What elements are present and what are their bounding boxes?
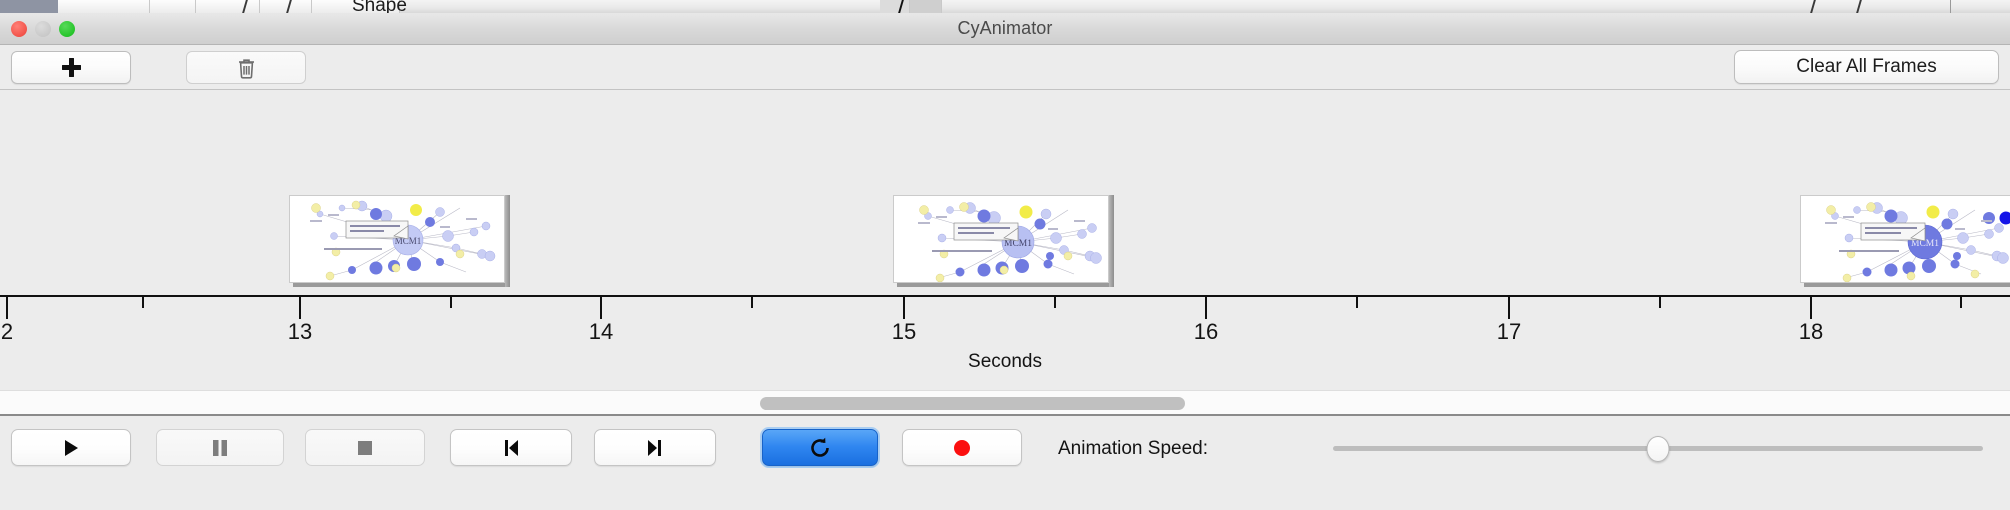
background-window-segment	[58, 0, 150, 13]
window-controls	[11, 21, 75, 37]
keyframe-thumbnail[interactable]: MCM1	[289, 195, 510, 287]
background-window-segment	[260, 0, 312, 13]
pause-icon	[213, 439, 227, 456]
maximize-window-button[interactable]	[59, 21, 75, 37]
close-window-button[interactable]	[11, 21, 27, 37]
axis-tick-label: 16	[1193, 319, 1219, 344]
pause-button[interactable]	[156, 429, 284, 466]
axis-tick-label: 14	[588, 319, 614, 344]
minimize-window-button[interactable]	[35, 21, 51, 37]
plus-icon	[61, 58, 81, 77]
background-window-strip: Shape	[0, 0, 2010, 13]
axis-major-tick	[1810, 297, 1812, 319]
timeline-panel[interactable]: MCM1	[0, 90, 2010, 390]
background-window-segment	[910, 0, 942, 13]
axis-major-tick	[1205, 297, 1207, 319]
axis-title: Seconds	[968, 351, 1042, 372]
add-frame-button[interactable]	[11, 51, 131, 84]
background-glyph-fragment	[1810, 0, 1830, 13]
axis-tick-label: 2	[0, 319, 14, 344]
background-divider	[1950, 0, 1951, 13]
background-glyph-fragment	[1856, 0, 1876, 13]
cyanimator-window: CyAnimator Clear All Frames	[0, 13, 2010, 510]
window-titlebar: CyAnimator	[0, 13, 2010, 45]
loop-button[interactable]	[762, 429, 878, 466]
axis-major-tick	[1508, 297, 1510, 319]
window-title: CyAnimator	[957, 18, 1053, 38]
background-window-titlebar-fragment	[0, 0, 58, 13]
axis-minor-tick	[1659, 297, 1661, 308]
axis-minor-tick	[142, 297, 144, 308]
svg-text:MCM1: MCM1	[395, 236, 422, 246]
background-window-segment	[150, 0, 196, 13]
timeline-horizontal-scrollbar[interactable]	[0, 390, 2010, 416]
axis-baseline	[0, 295, 2010, 297]
background-window-label: Shape	[352, 0, 407, 13]
svg-text:MCM1: MCM1	[1004, 239, 1032, 249]
play-icon	[65, 439, 78, 456]
axis-minor-tick	[1054, 297, 1056, 308]
background-window-segment	[880, 0, 910, 13]
clear-all-frames-label: Clear All Frames	[1796, 56, 1937, 77]
slider-thumb[interactable]	[1646, 436, 1670, 462]
axis-minor-tick	[1960, 297, 1962, 308]
thumbnail-edge	[505, 195, 510, 287]
record-icon	[954, 439, 970, 456]
skip-previous-icon	[505, 439, 518, 456]
play-button[interactable]	[11, 429, 131, 466]
loop-icon	[811, 437, 829, 457]
background-window-segment	[312, 0, 400, 13]
keyframe-thumbnail[interactable]: MCM1	[1800, 195, 2010, 287]
axis-major-tick	[600, 297, 602, 319]
clear-all-frames-button[interactable]: Clear All Frames	[1734, 50, 1999, 84]
axis-tick-label: 17	[1496, 319, 1522, 344]
axis-major-tick	[903, 297, 905, 319]
animation-speed-label: Animation Speed:	[1058, 438, 1208, 459]
keyframe-thumbnail[interactable]: MCM1	[893, 195, 1114, 287]
trash-icon	[237, 57, 256, 79]
frame-toolbar: Clear All Frames	[0, 45, 2010, 90]
axis-minor-tick	[751, 297, 753, 308]
axis-minor-tick	[1356, 297, 1358, 308]
axis-minor-tick	[450, 297, 452, 308]
animation-speed-slider[interactable]	[1333, 429, 1983, 466]
background-window-segment	[196, 0, 260, 13]
network-thumbnail-image: MCM1	[1800, 195, 2010, 283]
skip-next-icon	[648, 439, 661, 456]
axis-major-tick	[6, 297, 8, 319]
axis-major-tick	[299, 297, 301, 319]
stop-button[interactable]	[305, 429, 425, 466]
scrollbar-thumb[interactable]	[760, 397, 1185, 410]
axis-tick-label: 15	[891, 319, 917, 344]
skip-to-start-button[interactable]	[450, 429, 572, 466]
keyframes-track[interactable]: MCM1	[0, 90, 2010, 295]
svg-text:MCM1: MCM1	[1911, 239, 1939, 249]
network-thumbnail-image: MCM1	[289, 195, 505, 283]
network-thumbnail-image: MCM1	[893, 195, 1109, 283]
axis-tick-label: 13	[287, 319, 313, 344]
thumbnail-edge	[1109, 195, 1114, 287]
delete-frame-button[interactable]	[186, 51, 306, 84]
axis-tick-label: 18	[1798, 319, 1824, 344]
record-button[interactable]	[902, 429, 1022, 466]
stop-icon	[358, 440, 372, 455]
timeline-axis: 2 13 14 15 16 17 18 Seconds	[0, 295, 2010, 390]
playback-controls: Animation Speed:	[0, 416, 2010, 479]
skip-to-end-button[interactable]	[594, 429, 716, 466]
